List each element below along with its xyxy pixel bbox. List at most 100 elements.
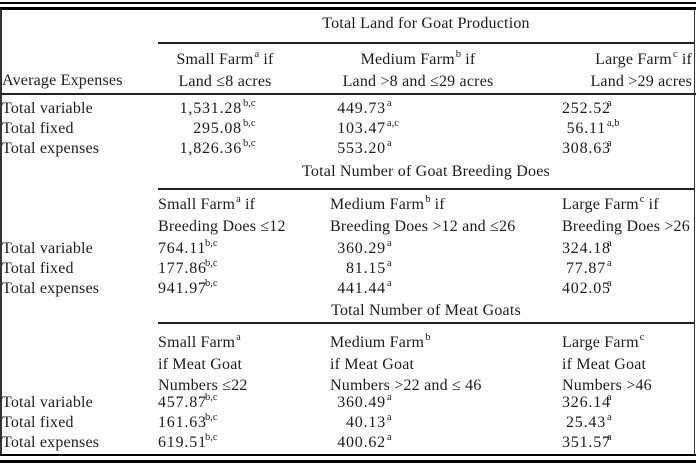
- value-cell: 941.97b,c: [158, 278, 218, 299]
- spanner-rule-does: [158, 188, 694, 190]
- row-label: Total fixed: [2, 414, 74, 431]
- cell-value: 161.63: [158, 414, 207, 431]
- footnote-superscript: c: [639, 331, 645, 343]
- cell-value: 81.15: [346, 260, 386, 277]
- spanner-rule-land: [158, 42, 694, 44]
- section-title: Total Number of Meat Goats: [331, 302, 521, 319]
- top-rule-outer: [0, 2, 696, 4]
- footnote-superscript: c: [672, 48, 678, 60]
- cell-value: 324.18: [562, 240, 611, 257]
- column-header-medium-farm: Medium Farmb if Breeding Does >12 and ≤2…: [330, 194, 565, 237]
- section-title: Total Number of Goat Breeding Does: [302, 163, 550, 180]
- condition-line: if Meat Goat: [158, 355, 243, 373]
- significance-superscript: a: [387, 237, 392, 249]
- value-cell: 441.44a: [330, 277, 392, 299]
- value-cell: 402.05a: [562, 277, 612, 299]
- value-cell: 77.87a: [562, 257, 612, 279]
- cell-value: 764.11: [158, 240, 207, 257]
- footnote-superscript: b: [425, 193, 431, 205]
- condition-line: Breeding Does >12 and ≤26: [330, 217, 516, 235]
- value-cell: 1,826.36b,c: [158, 138, 256, 159]
- cell-value: 252.52: [562, 100, 611, 117]
- cell-value: 360.29: [337, 240, 386, 257]
- value-cell: 56.11a,b: [562, 117, 620, 139]
- cell-value: 553.20: [337, 140, 386, 157]
- footnote-superscript: c: [639, 193, 645, 205]
- farm-label-suffix: if: [644, 196, 659, 213]
- significance-superscript: a: [607, 257, 612, 269]
- farm-label-suffix: if: [240, 196, 256, 213]
- cell-value: 457.87: [158, 394, 207, 411]
- farm-label-suffix: if: [430, 196, 445, 213]
- significance-superscript: b,c: [243, 97, 256, 109]
- row-label: Total variable: [2, 100, 93, 117]
- farm-label: Large Farm: [562, 334, 639, 351]
- top-rule-inner: [0, 7, 696, 10]
- value-cell: 326.14a: [562, 392, 612, 413]
- significance-superscript: a: [387, 391, 392, 403]
- significance-superscript: a: [607, 431, 612, 443]
- cell-value: 441.44: [337, 280, 386, 297]
- cell-value: 1,531.28: [179, 100, 242, 117]
- row-header-label: Average Expenses: [2, 72, 123, 89]
- farm-label: Large Farm: [562, 196, 639, 213]
- column-header-small-farm: Small Farma if Breeding Does ≤12: [158, 194, 334, 237]
- significance-superscript: a: [607, 277, 612, 289]
- significance-superscript: a: [387, 277, 392, 289]
- farm-label: Medium Farm: [360, 51, 455, 68]
- footnote-superscript: a: [236, 331, 241, 343]
- farm-label: Small Farm: [176, 51, 254, 68]
- significance-superscript: b,c: [205, 257, 218, 269]
- significance-superscript: a: [387, 431, 392, 443]
- value-cell: 25.43a: [562, 412, 612, 433]
- farm-label-suffix: if: [677, 51, 692, 68]
- value-cell: 81.15a: [330, 258, 392, 279]
- row-label: Total expenses: [2, 280, 100, 297]
- cell-value: 103.47: [337, 120, 386, 137]
- cell-value: 177.86: [158, 260, 207, 277]
- farm-label-suffix: if: [461, 51, 476, 68]
- condition-line: Breeding Does >26: [562, 217, 690, 235]
- column-header-small-farm: Small Farma if Land ≤8 acres: [158, 49, 292, 92]
- cell-value: 326.14: [562, 394, 611, 411]
- value-cell: 324.18a: [562, 238, 612, 259]
- table-row: Total fixed 295.08b,c 103.47a,c 56.11a,b: [0, 117, 696, 139]
- significance-superscript: a: [607, 137, 612, 149]
- table-row: Total expenses 619.51b,c 400.62a 351.57a: [0, 431, 696, 453]
- cell-value: 400.62: [337, 434, 386, 451]
- row-label: Total fixed: [2, 260, 74, 277]
- value-cell: 360.29a: [330, 237, 392, 259]
- value-cell: 553.20a: [330, 137, 392, 159]
- bottom-rule-inner: [0, 454, 696, 456]
- significance-superscript: a: [387, 411, 392, 423]
- cell-value: 941.97: [158, 280, 207, 297]
- value-cell: 400.62a: [330, 431, 392, 453]
- condition-line: Land >8 and ≤29 acres: [342, 72, 494, 90]
- farm-label: Medium Farm: [330, 196, 425, 213]
- value-cell: 40.13a: [330, 411, 392, 433]
- cell-value: 308.63: [562, 140, 611, 157]
- value-cell: 449.73a: [330, 98, 391, 119]
- table-row: Total variable 1,531.28b,c 449.73a 252.5…: [0, 97, 696, 119]
- right-border: [693, 9, 695, 455]
- table-row: Total fixed 177.86b,c 81.15a 77.87a: [0, 257, 696, 279]
- header-rule: [0, 93, 696, 95]
- significance-superscript: b,c: [205, 411, 218, 423]
- column-header-small-farm: Small Farma if Meat Goat Numbers ≤22: [158, 332, 334, 397]
- significance-superscript: a: [387, 137, 392, 149]
- significance-superscript: a,b: [607, 117, 620, 129]
- footnote-superscript: a: [236, 193, 241, 205]
- cell-value: 619.51: [158, 434, 207, 451]
- row-label: Total fixed: [2, 120, 74, 137]
- row-label: Total expenses: [2, 434, 100, 451]
- footnote-superscript: b: [455, 48, 462, 60]
- table-row: Total fixed 161.63b,c 40.13a 25.43a: [0, 411, 696, 433]
- value-cell: 764.11b,c: [158, 238, 218, 259]
- table-row: Total expenses 941.97b,c 441.44a 402.05a: [0, 277, 696, 299]
- footnote-superscript: b: [425, 331, 431, 343]
- spanner-rule-meat: [158, 322, 694, 324]
- value-cell: 308.63a: [562, 137, 612, 159]
- table-row: Total variable 457.87b,c 360.49a 326.14a: [0, 391, 696, 413]
- cell-value: 402.05: [562, 280, 611, 297]
- significance-superscript: a,c: [387, 117, 399, 129]
